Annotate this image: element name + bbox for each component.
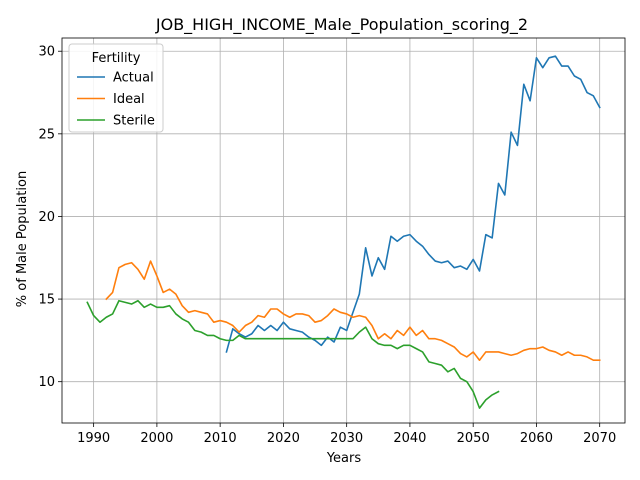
- x-axis-title: Years: [326, 451, 362, 466]
- legend-box: [68, 43, 164, 133]
- x-tick-label: 2050: [457, 431, 490, 446]
- x-tick-label: 2020: [267, 431, 300, 446]
- x-tick-label: 2010: [204, 431, 237, 446]
- y-tick-label: 20: [38, 210, 55, 225]
- series-line-actual: [225, 55, 601, 353]
- axes-frame: [61, 37, 626, 424]
- x-tick-label: 2060: [520, 431, 553, 446]
- legend: Fertility Actual Ideal Sterile: [68, 43, 164, 133]
- x-tick-label: 2000: [140, 431, 173, 446]
- series-line-sterile: [86, 299, 500, 409]
- legend-label-actual: Actual: [113, 71, 154, 86]
- series-line-ideal: [105, 260, 601, 362]
- legend-label-sterile: Sterile: [113, 114, 155, 129]
- y-axis-title: % of Male Population: [15, 171, 30, 307]
- y-tick-label: 25: [38, 127, 55, 142]
- y-tick-label: 30: [38, 45, 55, 60]
- x-tick-label: 2070: [583, 431, 616, 446]
- x-tick-label: 1990: [77, 431, 110, 446]
- plot-area: 1990 2000 2010 2020 2030 2040 2050 2060 20701015…: [38, 37, 626, 446]
- x-tick-label: 2030: [330, 431, 363, 446]
- x-tick-label: 2040: [393, 431, 426, 446]
- chart-title: JOB_HIGH_INCOME_Male_Population_scoring_…: [155, 15, 528, 35]
- legend-title: Fertility: [92, 51, 141, 66]
- y-tick-label: 15: [38, 293, 55, 308]
- legend-label-ideal: Ideal: [113, 92, 145, 107]
- y-tick-label: 10: [38, 375, 55, 390]
